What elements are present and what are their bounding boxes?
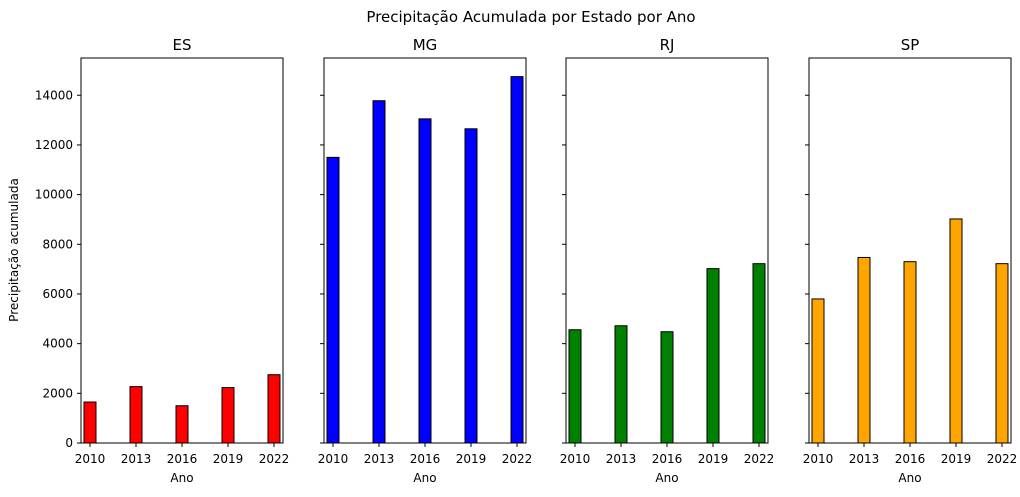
- panel-title: RJ: [660, 36, 675, 54]
- x-tick-label: 2022: [259, 452, 290, 466]
- bar: [660, 331, 674, 444]
- x-tick-label: 2010: [803, 452, 834, 466]
- bar: [372, 100, 386, 444]
- x-axis-label: Ano: [898, 471, 921, 485]
- y-tick-label: 4000: [42, 337, 73, 351]
- bar: [614, 325, 628, 444]
- bar: [857, 256, 871, 444]
- x-tick-label: 2016: [410, 452, 441, 466]
- bar: [706, 268, 720, 444]
- bar: [464, 128, 478, 444]
- x-tick-label: 2022: [987, 452, 1018, 466]
- bar: [903, 261, 917, 444]
- y-tick-label: 10000: [35, 188, 73, 202]
- x-tick-label: 2016: [652, 452, 683, 466]
- chart-title: Precipitação Acumulada por Estado por An…: [366, 8, 695, 26]
- panel-title: MG: [413, 36, 438, 54]
- x-tick-label: 2019: [941, 452, 972, 466]
- bar: [418, 118, 432, 444]
- x-tick-label: 2019: [698, 452, 729, 466]
- panel-sp: SP 2010 2013 2016 2019 2022 Ano: [803, 36, 1018, 485]
- panel-title: ES: [173, 36, 192, 54]
- bar: [995, 263, 1009, 444]
- bar: [267, 374, 281, 444]
- y-tick-label: 14000: [35, 88, 73, 102]
- x-tick-label: 2013: [121, 452, 152, 466]
- bar: [568, 329, 582, 444]
- bar: [510, 76, 524, 444]
- x-axis-label: Ano: [170, 471, 193, 485]
- x-tick-label: 2010: [75, 452, 106, 466]
- bar: [83, 401, 97, 444]
- panel-es: ES 2010 2013 2016 2019 2022 Ano 0 2000 4000 6000 80…: [35, 36, 289, 485]
- x-tick-label: 2010: [318, 452, 349, 466]
- x-tick-label: 2022: [502, 452, 533, 466]
- x-tick-label: 2013: [606, 452, 637, 466]
- panel-mg: MG 2010 2013 2016 2019 2022 Ano: [318, 36, 533, 485]
- y-tick-label: 6000: [42, 287, 73, 301]
- x-tick-label: 2010: [560, 452, 591, 466]
- panel-rj: RJ 2010 2013 2016 2019 2022 Ano: [560, 36, 775, 485]
- x-tick-label: 2013: [364, 452, 395, 466]
- bar: [175, 405, 189, 444]
- bar: [752, 263, 766, 444]
- x-tick-label: 2019: [213, 452, 244, 466]
- x-tick-label: 2016: [895, 452, 926, 466]
- y-tick-label: 12000: [35, 138, 73, 152]
- panel-title: SP: [901, 36, 920, 54]
- x-tick-label: 2016: [167, 452, 198, 466]
- y-tick-label: 2000: [42, 386, 73, 400]
- bar: [949, 218, 963, 444]
- bar: [326, 156, 340, 444]
- y-tick-label: 8000: [42, 237, 73, 251]
- x-tick-label: 2013: [849, 452, 880, 466]
- bar: [221, 387, 235, 444]
- x-axis-label: Ano: [655, 471, 678, 485]
- panel-frame: [80, 57, 284, 444]
- x-tick-label: 2019: [456, 452, 487, 466]
- x-tick-label: 2022: [744, 452, 775, 466]
- y-tick-label: 0: [65, 436, 73, 450]
- bar: [129, 386, 143, 444]
- bar: [811, 298, 825, 444]
- x-axis-label: Ano: [413, 471, 436, 485]
- y-axis-label: Precipitação acumulada: [7, 178, 21, 322]
